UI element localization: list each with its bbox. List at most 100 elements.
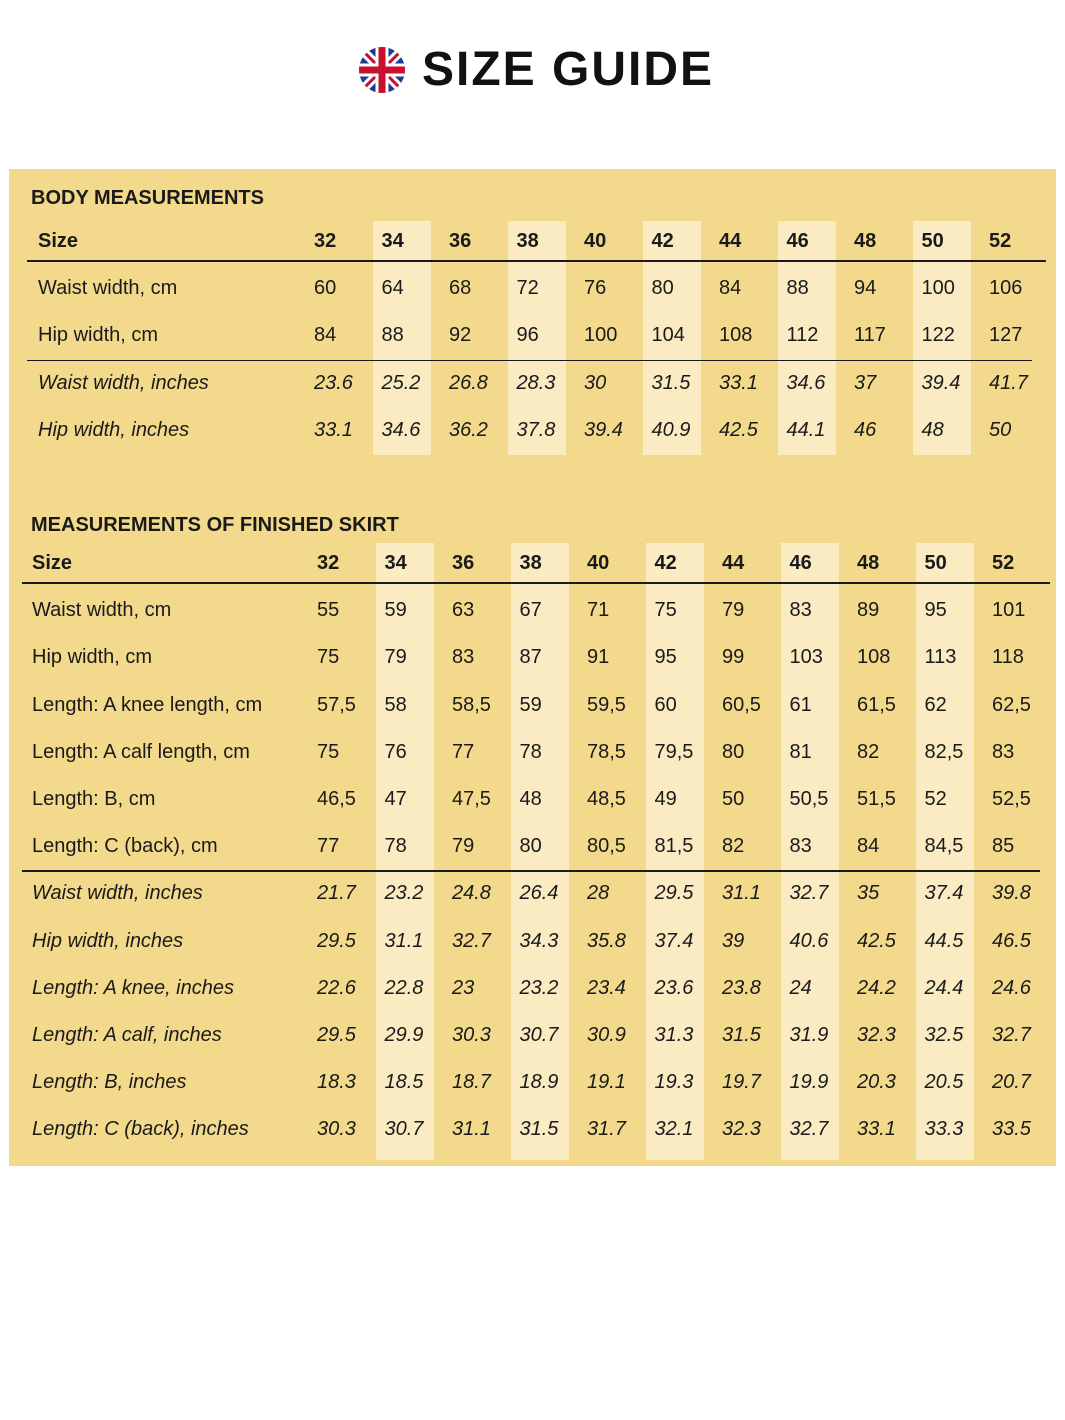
cell-value: 71 <box>587 599 610 622</box>
cell-value: 55 <box>317 599 340 622</box>
section-rule <box>27 359 1032 361</box>
cell-value: 23.6 <box>654 976 694 999</box>
cell-value: 59 <box>519 693 542 716</box>
cell-value: 67 <box>519 599 542 622</box>
cell-value: 24.4 <box>924 976 964 999</box>
row-label: Hip width, cm <box>32 646 153 669</box>
cell-value: 85 <box>992 835 1015 858</box>
cell-value: 32.1 <box>654 1118 694 1141</box>
cell-value: 32.5 <box>924 1024 964 1046</box>
size-header: 50 <box>924 552 947 574</box>
section-rule <box>22 870 1040 872</box>
cell-value: 30.9 <box>587 1024 626 1046</box>
cell-value: 59 <box>384 599 407 622</box>
cell-value: 61 <box>789 693 812 716</box>
row-label: Length: B, cm <box>32 788 156 810</box>
cell-value: 60 <box>654 693 677 716</box>
cell-value: 21.7 <box>317 882 356 905</box>
cell-value: 24.2 <box>857 976 896 999</box>
cell-value: 51,5 <box>857 788 896 810</box>
cell-value: 57,5 <box>317 693 356 716</box>
row-label: Waist width, inches <box>38 371 209 394</box>
row-label: Length: C (back), inches <box>32 1118 249 1141</box>
cell-value: 25.2 <box>381 371 421 394</box>
cell-value: 48,5 <box>587 788 626 810</box>
cell-value: 117 <box>854 324 886 347</box>
cell-value: 18.7 <box>452 1071 491 1094</box>
cell-value: 80,5 <box>587 835 626 858</box>
cell-value: 80 <box>519 835 542 858</box>
cell-value: 37.4 <box>654 929 694 952</box>
size-header: 46 <box>786 230 809 252</box>
size-header: 32 <box>317 552 340 574</box>
column-highlight <box>375 543 434 1160</box>
row-label: Waist width, cm <box>32 599 172 622</box>
cell-value: 61,5 <box>857 693 896 716</box>
cell-value: 24.8 <box>452 882 491 905</box>
cell-value: 34.3 <box>519 929 559 952</box>
cell-value: 88 <box>786 277 809 300</box>
row-label: Hip width, inches <box>38 418 190 441</box>
cell-value: 83 <box>789 835 812 858</box>
cell-value: 83 <box>992 740 1015 763</box>
cell-value: 82,5 <box>924 740 964 763</box>
row-label: Length: A calf, inches <box>32 1024 222 1046</box>
row-label: Length: A knee length, cm <box>32 693 263 716</box>
column-highlight <box>915 543 974 1160</box>
cell-value: 23 <box>452 976 475 999</box>
cell-value: 32.7 <box>452 929 491 952</box>
cell-value: 78 <box>519 740 542 763</box>
cell-value: 39.4 <box>584 418 623 441</box>
cell-value: 81 <box>789 740 812 763</box>
cell-value: 92 <box>449 324 472 347</box>
cell-value: 31.1 <box>722 882 761 905</box>
cell-value: 19.3 <box>654 1071 694 1094</box>
cell-value: 82 <box>722 835 745 858</box>
header-rule <box>22 582 1050 584</box>
cell-value: 47,5 <box>452 788 491 810</box>
cell-value: 23.2 <box>384 882 424 905</box>
cell-value: 96 <box>516 324 539 347</box>
cell-value: 31.3 <box>654 1024 694 1046</box>
cell-value: 84 <box>314 324 337 347</box>
cell-value: 35 <box>857 882 880 905</box>
cell-value: 118 <box>992 646 1024 669</box>
cell-value: 33.1 <box>857 1118 896 1141</box>
cell-value: 20.7 <box>992 1071 1031 1094</box>
cell-value: 60 <box>314 277 337 300</box>
cell-value: 83 <box>452 646 475 669</box>
cell-value: 78,5 <box>587 740 626 763</box>
cell-value: 31.5 <box>519 1118 559 1141</box>
header-label: Size <box>38 230 79 252</box>
cell-value: 32.7 <box>789 882 829 905</box>
cell-value: 35.8 <box>587 929 626 952</box>
cell-value: 99 <box>722 646 745 669</box>
cell-value: 31.1 <box>452 1118 491 1141</box>
cell-value: 29.5 <box>317 1024 356 1046</box>
row-label: Length: A knee, inches <box>32 976 234 999</box>
cell-value: 77 <box>317 835 340 858</box>
cell-value: 58 <box>384 693 407 716</box>
cell-value: 84 <box>857 835 880 858</box>
cell-value: 23.8 <box>722 976 761 999</box>
cell-value: 94 <box>854 277 877 300</box>
cell-value: 22.8 <box>384 976 424 999</box>
column-highlight <box>645 543 704 1160</box>
row-label: Hip width, cm <box>38 324 159 347</box>
cell-value: 87 <box>519 646 542 669</box>
size-header: 36 <box>449 230 472 252</box>
page-title: SIZE GUIDE <box>422 43 715 96</box>
cell-value: 33.5 <box>992 1118 1031 1141</box>
cell-value: 29.5 <box>317 929 356 952</box>
header-label: Size <box>32 552 73 574</box>
size-header: 44 <box>719 230 742 252</box>
cell-value: 62 <box>924 693 947 716</box>
cell-value: 31.7 <box>587 1118 626 1141</box>
cell-value: 31.5 <box>722 1024 761 1046</box>
cell-value: 30.3 <box>317 1118 356 1141</box>
table-title: MEASUREMENTS OF FINISHED SKIRT <box>31 514 399 536</box>
cell-value: 113 <box>924 646 957 669</box>
cell-value: 18.5 <box>384 1071 424 1094</box>
cell-value: 41.7 <box>989 371 1028 394</box>
cell-value: 50 <box>989 418 1012 441</box>
